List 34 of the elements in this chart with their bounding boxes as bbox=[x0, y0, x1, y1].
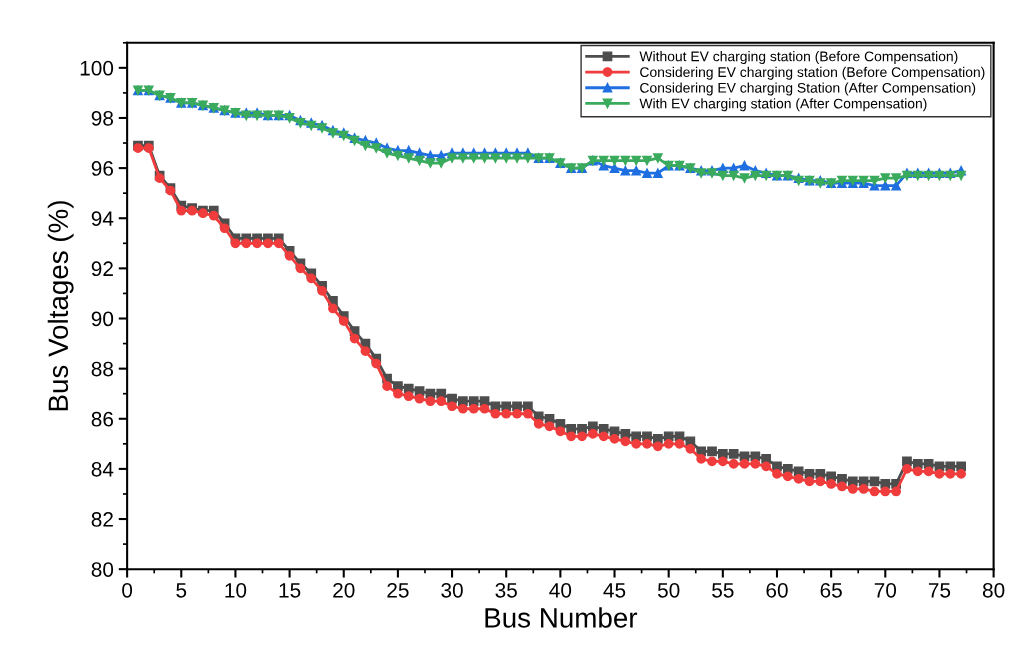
y-tick-label: 82 bbox=[91, 512, 113, 527]
y-axis-title: Bus Voltages (%) bbox=[47, 201, 74, 411]
x-tick-label: 75 bbox=[928, 583, 951, 598]
x-tick-label: 60 bbox=[766, 582, 788, 598]
x-tick-label: 35 bbox=[495, 582, 517, 598]
y-tick-label: 98 bbox=[91, 110, 114, 126]
x-tick-label: 55 bbox=[712, 583, 734, 598]
legend-label: Considering EV charging station (Before Compensation) bbox=[640, 66, 985, 80]
x-axis-title: Bus Number bbox=[485, 607, 638, 628]
y-tick-label: 86 bbox=[91, 411, 114, 427]
x-tick-label: 30 bbox=[441, 582, 463, 598]
y-tick-label: 84 bbox=[91, 461, 114, 477]
x-tick-label: 80 bbox=[982, 582, 1005, 598]
x-tick-label: 50 bbox=[657, 582, 680, 598]
y-tick-label: 80 bbox=[91, 562, 114, 577]
y-tick-label: 100 bbox=[80, 60, 114, 76]
y-tick-label: 96 bbox=[91, 161, 114, 176]
legend-label: Without EV charging station (Before Compensation) bbox=[639, 51, 958, 65]
x-tick-label: 5 bbox=[176, 583, 187, 598]
legend-label: With EV charging station (After Compensation) bbox=[639, 98, 927, 112]
x-tick-label: 65 bbox=[820, 582, 842, 598]
x-tick-label: 10 bbox=[225, 582, 247, 598]
x-tick-label: 45 bbox=[603, 583, 626, 598]
y-tick-label: 92 bbox=[91, 261, 113, 277]
x-tick-label: 20 bbox=[333, 582, 355, 598]
x-tick-label: 40 bbox=[549, 582, 572, 598]
y-tick-label: 94 bbox=[91, 211, 114, 226]
x-tick-label: 70 bbox=[874, 582, 897, 598]
y-tick-label: 90 bbox=[91, 311, 114, 327]
x-tick-label: 0 bbox=[122, 582, 133, 598]
x-tick-label: 15 bbox=[279, 583, 301, 598]
legend-label: Considering EV charging Station (After Compensation) bbox=[640, 82, 976, 96]
x-tick-label: 25 bbox=[387, 582, 409, 598]
y-tick-label: 88 bbox=[91, 361, 114, 377]
